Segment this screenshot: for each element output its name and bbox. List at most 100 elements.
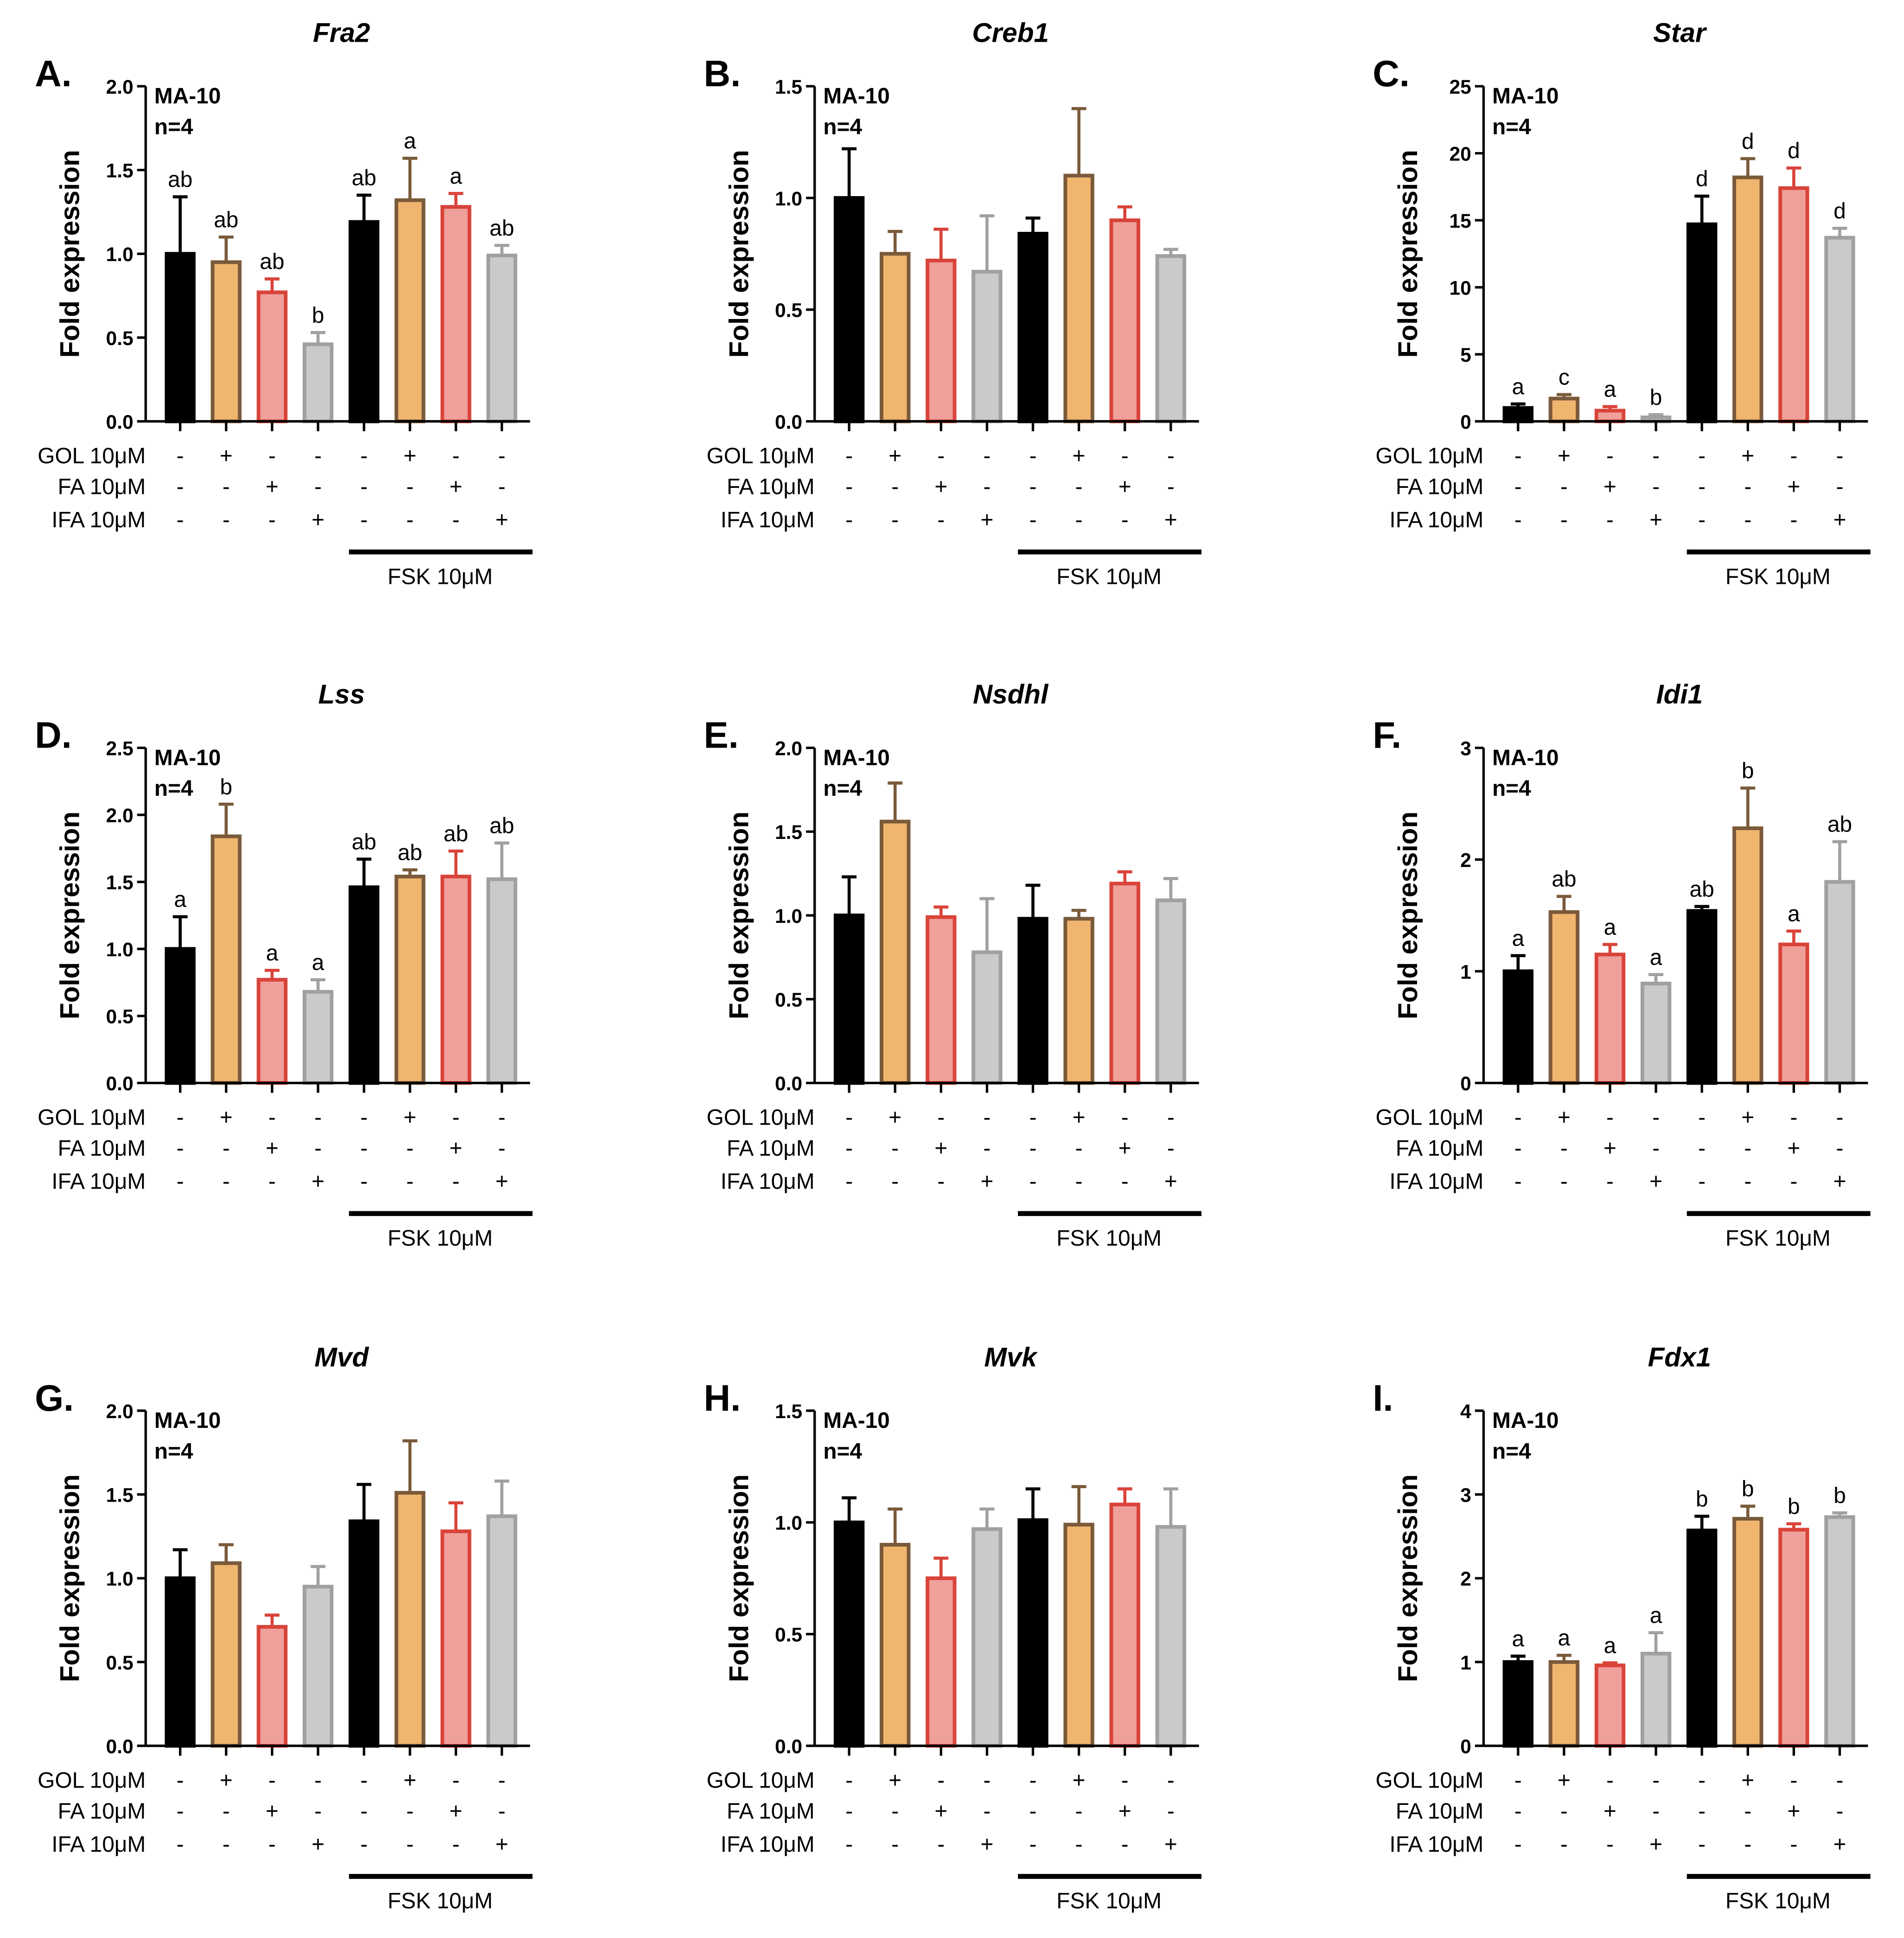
y-axis-label: Fold expression bbox=[1393, 812, 1423, 1019]
y-tick-label: 1.5 bbox=[106, 1485, 134, 1507]
panel: B. Creb1 Fold expression MA-10 n=4 0.0 0.5 1.0 1… bbox=[704, 18, 1201, 589]
treatment-sign: + bbox=[266, 1799, 279, 1823]
y-tick-label: 0 bbox=[1460, 1736, 1471, 1758]
treatment-sign: - bbox=[223, 1136, 230, 1161]
treatment-name: IFA 10μM bbox=[1389, 508, 1483, 532]
treatment-sign: - bbox=[1652, 474, 1660, 499]
bar bbox=[1824, 236, 1855, 423]
treatment-sign: - bbox=[1121, 1832, 1129, 1857]
treatment-sign: - bbox=[1075, 1832, 1083, 1857]
bar bbox=[1017, 1518, 1048, 1748]
significance-letter: c bbox=[1559, 365, 1570, 390]
treatment-sign: - bbox=[1698, 1768, 1706, 1793]
y-tick-label: 1.0 bbox=[106, 939, 134, 961]
bar bbox=[1155, 1525, 1187, 1748]
treatment-sign: + bbox=[1073, 444, 1086, 468]
y-tick-label: 0.5 bbox=[775, 990, 802, 1011]
treatment-sign: + bbox=[1604, 1136, 1616, 1161]
bar bbox=[1640, 1651, 1672, 1748]
treatment-name: GOL 10μM bbox=[707, 1768, 815, 1793]
y-axis-label: Fold expression bbox=[55, 1474, 85, 1682]
treatment-sign: - bbox=[1652, 1799, 1660, 1823]
treatment-sign: - bbox=[845, 1799, 853, 1823]
treatment-sign: - bbox=[268, 508, 276, 532]
y-tick-label: 2 bbox=[1460, 1568, 1471, 1590]
treatment-sign: - bbox=[360, 1832, 368, 1857]
panel: C. Star Fold expression MA-10 n=4 0 5 10 15 20 25 a… bbox=[1373, 18, 1871, 589]
significance-letter: a bbox=[1512, 375, 1524, 399]
treatment-sign: - bbox=[891, 1136, 899, 1161]
treatment-sign: - bbox=[1075, 1799, 1083, 1823]
significance-letter: a bbox=[1604, 377, 1616, 402]
treatment-sign: - bbox=[937, 508, 945, 532]
treatment-sign: + bbox=[1118, 1136, 1131, 1161]
treatment-sign: - bbox=[1790, 1768, 1797, 1793]
treatment-sign: - bbox=[268, 1170, 276, 1194]
treatment-sign: - bbox=[937, 1106, 945, 1130]
significance-letter: a bbox=[266, 941, 278, 966]
treatment-sign: + bbox=[1164, 1170, 1177, 1194]
significance-letter: a bbox=[312, 950, 325, 975]
treatment-sign: + bbox=[266, 474, 279, 499]
y-tick-label: 3 bbox=[1460, 1485, 1471, 1507]
treatment-sign: - bbox=[452, 1106, 460, 1130]
treatment-sign: - bbox=[891, 1170, 899, 1194]
treatment-name: FA 10μM bbox=[1396, 474, 1484, 499]
treatment-sign: - bbox=[1514, 474, 1522, 499]
chart-title: Nsdhl bbox=[973, 679, 1049, 710]
treatment-sign: + bbox=[888, 1106, 901, 1130]
treatment-sign: - bbox=[1075, 474, 1083, 499]
treatment-sign: + bbox=[1741, 1106, 1754, 1130]
treatment-sign: - bbox=[1744, 1799, 1751, 1823]
bar bbox=[256, 978, 288, 1085]
treatment-sign: - bbox=[845, 1768, 853, 1793]
treatment-sign: - bbox=[406, 1799, 414, 1823]
significance-letter: b bbox=[1742, 759, 1754, 783]
treatment-name: FA 10μM bbox=[58, 1799, 146, 1823]
treatment-sign: + bbox=[220, 1106, 233, 1130]
bar bbox=[302, 1585, 334, 1748]
treatment-sign: + bbox=[934, 474, 947, 499]
treatment-sign: - bbox=[891, 1799, 899, 1823]
treatment-name: IFA 10μM bbox=[51, 508, 146, 532]
treatment-sign: - bbox=[1514, 1768, 1522, 1793]
bar bbox=[1109, 1503, 1140, 1748]
significance-letter: d bbox=[1742, 129, 1754, 154]
panel-label: F. bbox=[1373, 715, 1401, 756]
treatment-sign: - bbox=[1121, 1106, 1129, 1130]
group-label: FSK 10μM bbox=[1725, 1226, 1831, 1251]
treatment-sign: + bbox=[1558, 1768, 1571, 1793]
treatment-name: GOL 10μM bbox=[707, 444, 815, 468]
treatment-sign: - bbox=[1698, 1136, 1706, 1161]
bar bbox=[1640, 981, 1672, 1085]
treatment-sign: - bbox=[1167, 1768, 1175, 1793]
treatment-name: GOL 10μM bbox=[38, 444, 146, 468]
treatment-sign: - bbox=[1744, 474, 1751, 499]
treatment-sign: - bbox=[268, 1768, 276, 1793]
significance-letter: ab bbox=[1552, 867, 1576, 892]
treatment-sign: - bbox=[1121, 1170, 1129, 1194]
sample-size: n=4 bbox=[154, 115, 193, 140]
bar bbox=[1686, 222, 1718, 423]
y-tick-label: 3 bbox=[1460, 738, 1471, 760]
treatment-sign: + bbox=[1164, 1832, 1177, 1857]
significance-letter: ab bbox=[351, 830, 376, 854]
significance-letter: d bbox=[1696, 167, 1708, 192]
panel-label: B. bbox=[704, 53, 741, 94]
significance-letter: b bbox=[1834, 1484, 1846, 1508]
treatment-sign: + bbox=[403, 1768, 416, 1793]
bar bbox=[440, 205, 472, 423]
bar bbox=[256, 290, 288, 423]
significance-letter: ab bbox=[1690, 877, 1714, 902]
significance-letter: a bbox=[1650, 945, 1662, 970]
bar bbox=[165, 1576, 196, 1748]
treatment-sign: - bbox=[498, 1799, 505, 1823]
bar bbox=[1548, 397, 1580, 423]
treatment-sign: - bbox=[314, 1136, 322, 1161]
significance-letter: b bbox=[1742, 1477, 1754, 1502]
treatment-sign: - bbox=[1836, 1768, 1843, 1793]
treatment-sign: - bbox=[983, 1136, 990, 1161]
treatment-sign: + bbox=[220, 444, 233, 468]
treatment-name: IFA 10μM bbox=[51, 1832, 146, 1857]
